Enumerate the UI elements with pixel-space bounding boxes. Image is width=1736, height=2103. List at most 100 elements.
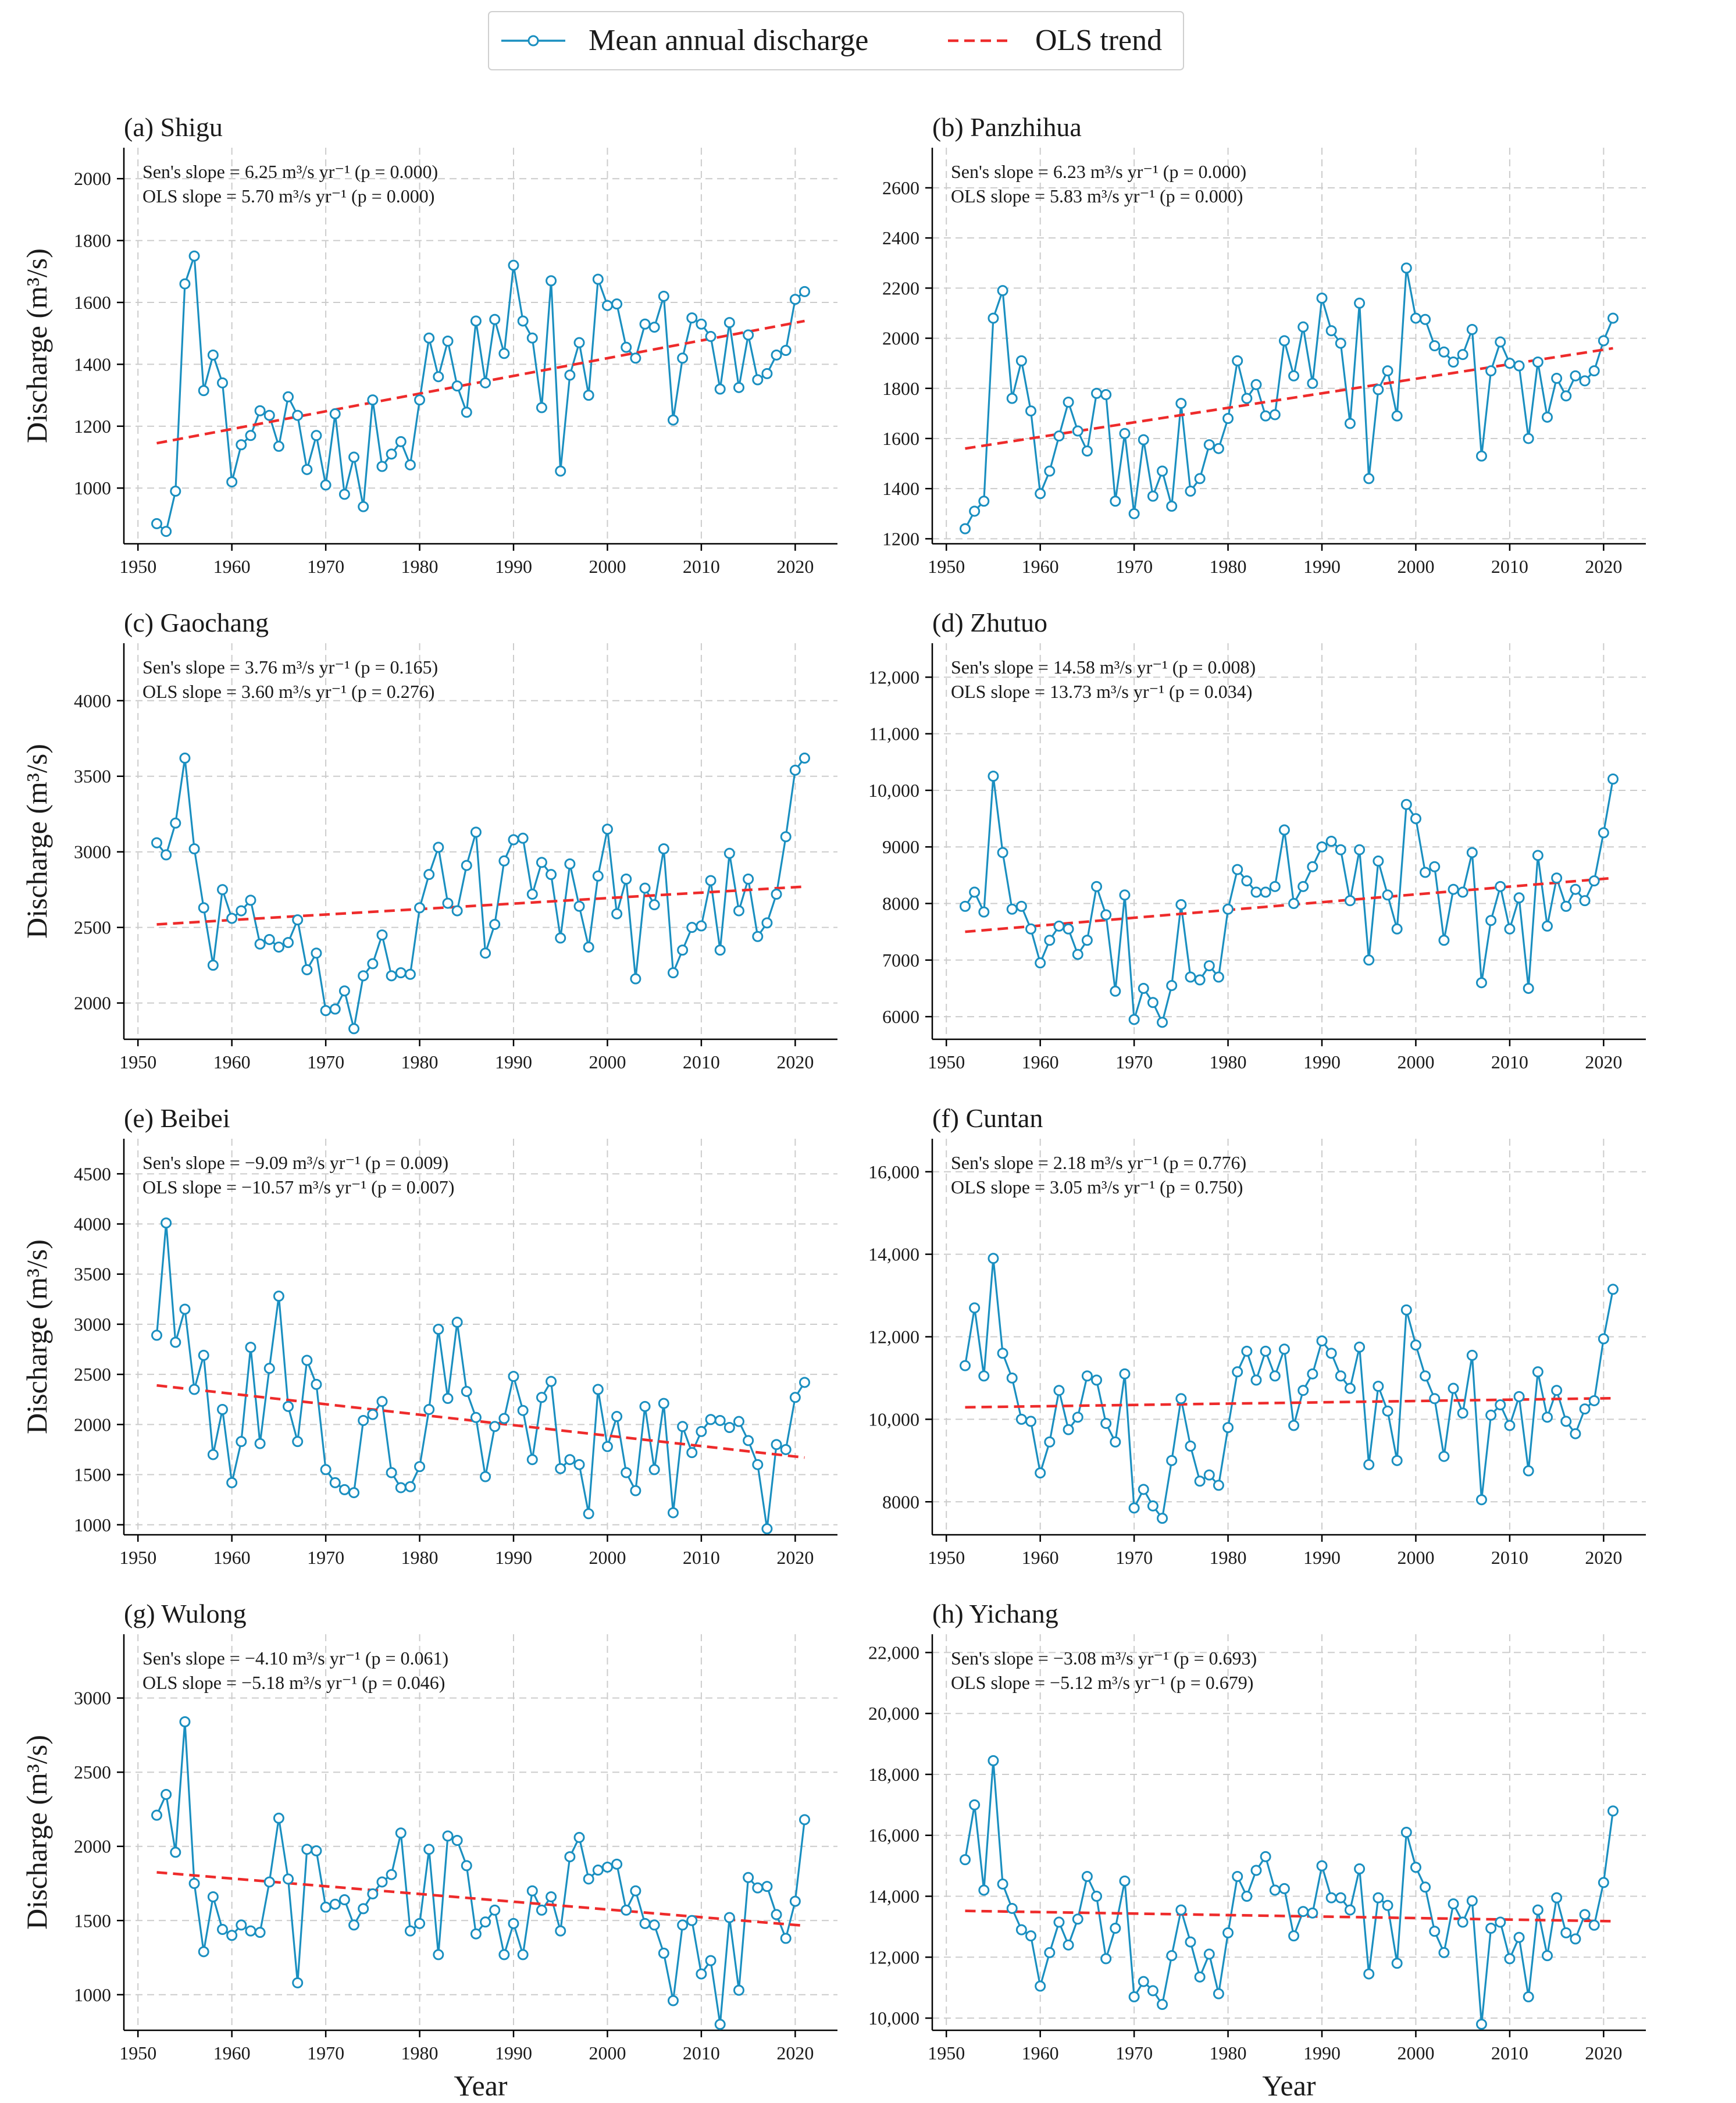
data-point — [658, 1947, 669, 1959]
data-point — [508, 1371, 519, 1382]
data-point — [198, 385, 209, 397]
data-point — [1232, 355, 1243, 366]
panel-1: 1950 1960 1970 1980 1990 2000 2010 2020 1200 1400… — [882, 112, 1646, 577]
x-tick-label: 2000 — [589, 1547, 626, 1568]
data-point — [1288, 898, 1300, 910]
data-point — [752, 374, 764, 386]
data-point — [1475, 977, 1487, 989]
data-point — [1363, 473, 1375, 484]
data-point — [1035, 957, 1046, 969]
data-point — [648, 1919, 660, 1931]
data-point — [1325, 1892, 1337, 1904]
data-point — [1166, 980, 1178, 992]
data-point — [1166, 1950, 1178, 1962]
panel-title: (g) Wulong — [124, 1599, 247, 1628]
y-tick-label: 14,000 — [868, 1886, 919, 1907]
discharge-series-line — [964, 267, 1614, 529]
data-point — [743, 873, 754, 885]
data-point — [376, 929, 388, 941]
data-point — [367, 1409, 379, 1420]
data-point — [311, 430, 322, 441]
data-point — [1147, 1500, 1158, 1512]
data-point — [1354, 844, 1366, 856]
data-point — [1241, 1891, 1253, 1902]
data-point — [170, 486, 181, 497]
data-point — [1015, 900, 1027, 912]
data-point — [423, 1403, 435, 1415]
data-point — [1373, 1892, 1384, 1904]
data-point — [311, 947, 322, 959]
data-point — [555, 1925, 566, 1937]
x-tick-label: 2020 — [1585, 1052, 1622, 1072]
data-point — [677, 1919, 689, 1931]
data-point — [1194, 1971, 1206, 1983]
data-point — [480, 947, 491, 959]
data-point — [358, 970, 369, 982]
discharge-series-line — [155, 1222, 805, 1530]
data-point — [404, 968, 416, 980]
data-point — [1119, 1368, 1131, 1380]
data-point — [292, 914, 304, 926]
data-point — [338, 985, 350, 997]
data-point — [1382, 1405, 1393, 1417]
data-point — [630, 352, 641, 364]
data-point — [583, 1508, 594, 1520]
y-tick-label: 2400 — [882, 227, 919, 248]
data-point — [573, 1831, 585, 1843]
data-point — [1175, 1393, 1187, 1405]
grid — [932, 643, 1646, 1039]
data-point — [1044, 1947, 1056, 1958]
x-tick-label: 1990 — [495, 1052, 532, 1072]
data-point — [1382, 365, 1393, 377]
data-point — [743, 1435, 754, 1446]
data-point — [771, 1439, 782, 1450]
data-point — [461, 860, 472, 871]
data-point — [705, 875, 716, 886]
data-point — [573, 337, 585, 348]
data-point — [705, 1414, 716, 1425]
data-point — [1523, 1465, 1534, 1477]
data-point — [498, 1949, 510, 1961]
data-point — [1166, 1455, 1178, 1466]
data-point — [686, 1447, 698, 1459]
data-point — [1015, 355, 1027, 366]
data-point — [1607, 773, 1619, 785]
data-point — [263, 933, 275, 945]
data-point — [395, 436, 407, 447]
data-point — [1316, 841, 1328, 853]
data-point — [517, 1949, 529, 1961]
y-axis-label: Discharge (m³/s) — [20, 1735, 53, 1930]
x-tick-label: 1970 — [307, 556, 344, 577]
data-point — [1438, 346, 1450, 358]
y-tick-label: 1800 — [882, 378, 919, 399]
data-point — [329, 1003, 341, 1015]
data-point — [1598, 1877, 1609, 1888]
data-point — [254, 938, 266, 950]
data-point — [292, 1436, 304, 1448]
data-point — [311, 1378, 322, 1390]
data-point — [1438, 1947, 1450, 1958]
data-point — [1420, 1370, 1431, 1382]
data-point — [573, 1459, 585, 1470]
data-point — [451, 380, 463, 392]
data-point — [686, 922, 698, 933]
data-point — [1185, 485, 1196, 497]
data-point — [367, 394, 379, 406]
data-point — [1579, 375, 1591, 387]
data-point — [1035, 1980, 1046, 1992]
grid — [124, 1634, 837, 2030]
data-point — [1560, 1927, 1572, 1938]
data-point — [1250, 886, 1262, 898]
data-point — [1438, 1450, 1450, 1462]
data-point — [1532, 1366, 1543, 1378]
data-point — [1541, 1411, 1553, 1423]
data-point — [1607, 1284, 1619, 1295]
legend-frame — [488, 11, 1184, 70]
data-point — [1157, 465, 1168, 477]
data-point — [245, 1342, 256, 1353]
data-point — [1203, 960, 1215, 972]
data-point — [1175, 398, 1187, 409]
data-point — [1053, 1916, 1065, 1928]
x-tick-label: 1970 — [307, 1547, 344, 1568]
data-point — [526, 1885, 538, 1897]
